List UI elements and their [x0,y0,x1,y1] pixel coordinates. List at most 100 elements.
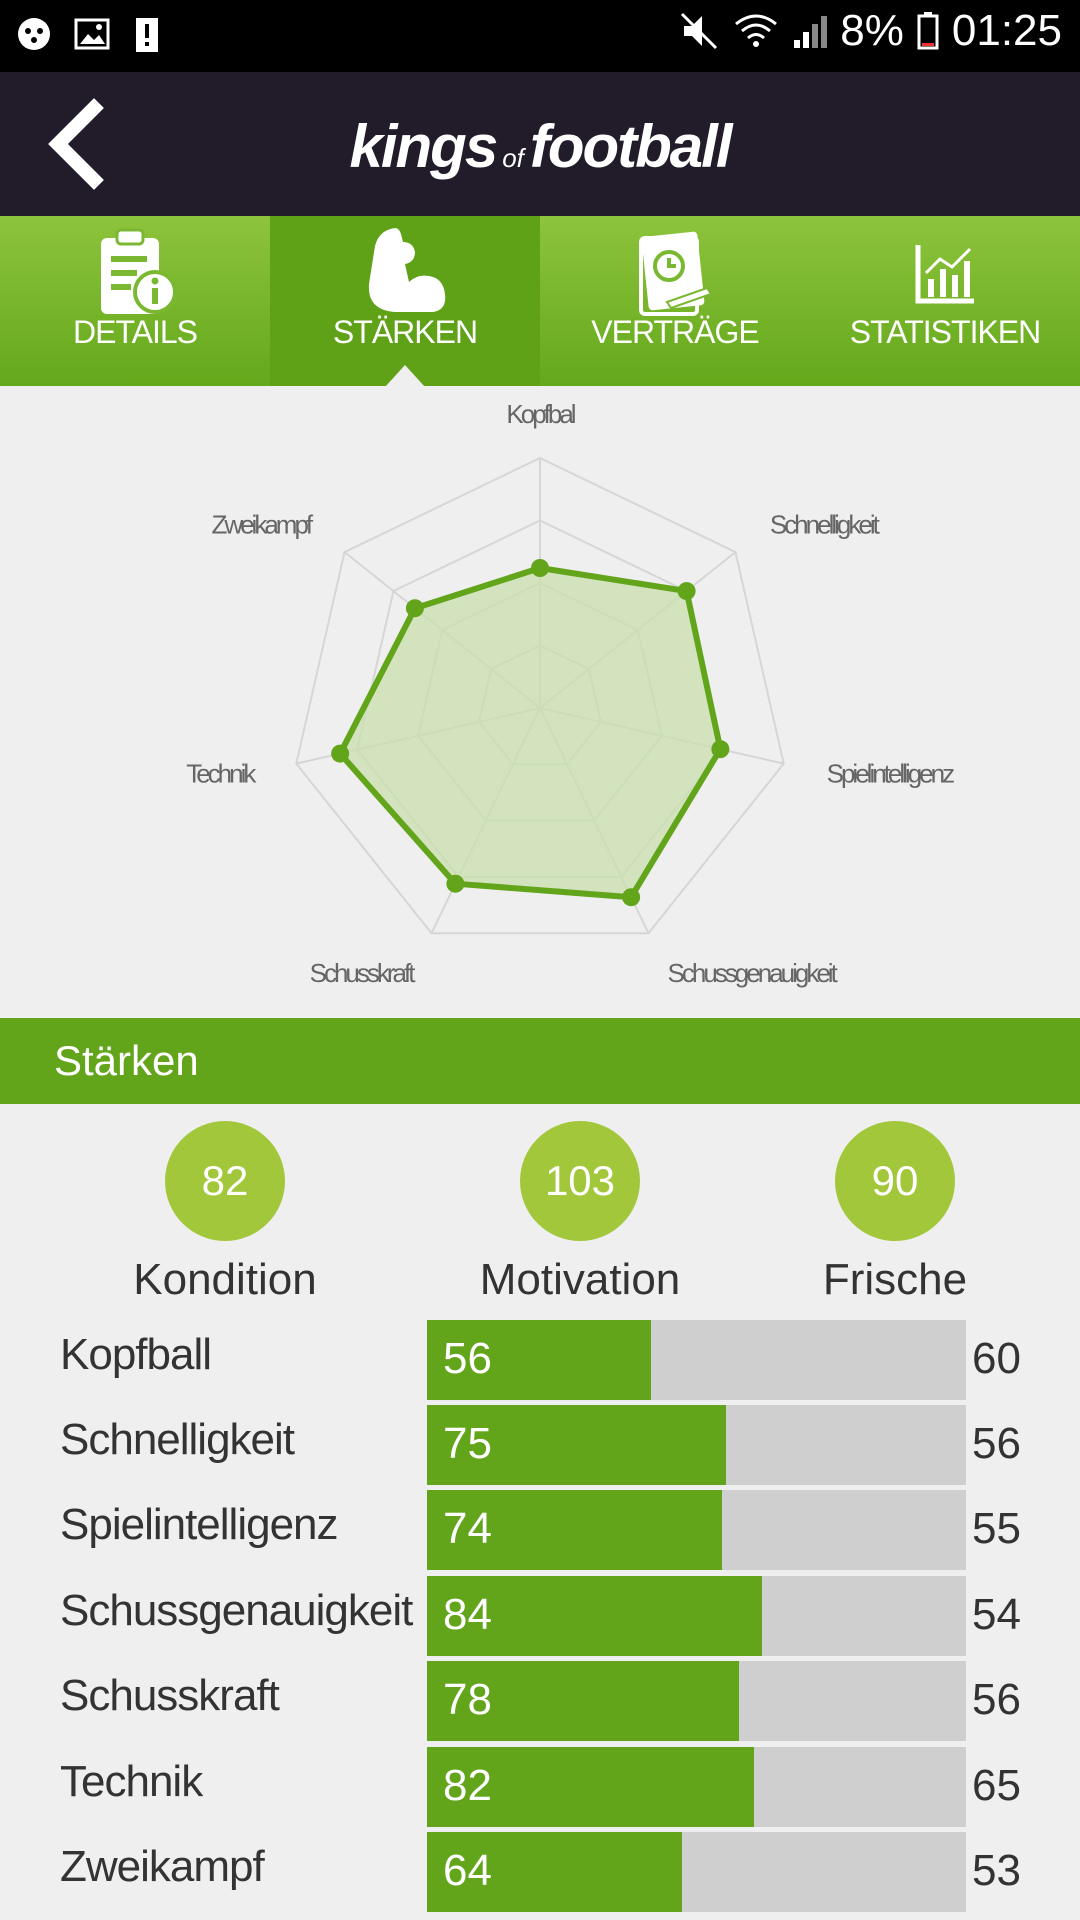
stat-value: 82 [443,1761,492,1810]
stat-value: 78 [443,1675,492,1724]
stat-bar-track: 74 [427,1490,966,1570]
app-bar: kings of football [0,72,1080,216]
brand-of: of [502,143,524,173]
radar-data-point [405,599,424,618]
battery-percent: 8% [840,6,904,55]
stat-row-schussgenauigkeit: Schussgenauigkeit 84 54 [0,1576,1080,1656]
alert-icon [136,18,158,52]
stat-bar-track: 75 [427,1405,966,1485]
tab-statistiken[interactable]: STATISTIKEN [810,216,1080,386]
stat-row-schnelligkeit: Schnelligkeit 75 56 [0,1405,1080,1485]
radar-data-point [622,888,641,907]
status-left [14,14,164,54]
radar-axis-label: Schusskraft [310,958,417,988]
stat-bar-track: 78 [427,1661,966,1741]
stat-row-schusskraft: Schusskraft 78 56 [0,1661,1080,1741]
motivation-label: Motivation [479,1255,681,1304]
stat-row-kopfball: Kopfball 56 60 [0,1320,1080,1400]
section-title: Stärken [54,1037,199,1084]
active-tab-indicator [385,365,425,387]
stat-name: Schnelligkeit [60,1415,295,1464]
stat-potential: 53 [972,1846,1021,1895]
stat-bar-fill [427,1747,755,1827]
kondition-badge: 82 [165,1121,285,1241]
motivation-badge: 103 [520,1121,640,1241]
stat-value: 75 [443,1419,492,1468]
stat-potential: 65 [972,1761,1021,1810]
radar-axis-label: Spielintelligenz [827,758,954,788]
radar-axis-label: Zweikampf [211,510,313,540]
mute-icon [681,12,718,50]
muscle-icon [368,228,446,312]
stat-potential: 55 [972,1504,1021,1553]
frische-badge: 90 [835,1121,955,1241]
radar-grid-ring [295,456,785,935]
tab-details[interactable]: DETAILS [0,216,270,386]
image-icon [74,18,110,50]
radar-data-point [711,740,730,759]
back-button[interactable] [40,96,110,192]
stat-name: Schussgenauigkeit [60,1586,413,1635]
stat-bar-fill [427,1490,723,1570]
stat-bar-fill [427,1661,739,1741]
stat-potential: 56 [972,1675,1021,1724]
tab-staerken[interactable]: STÄRKEN [270,216,540,387]
battery-icon [917,12,939,50]
tab-details-label: DETAILS [73,314,198,350]
kondition-label: Kondition [133,1255,317,1304]
radar-axis-label: Kopfbal [506,399,575,429]
stat-bar-track: 56 [427,1320,966,1400]
stat-bar-track: 82 [427,1747,966,1827]
status-right: 8% 01:25 [678,6,1062,56]
stat-bar-track: 64 [427,1832,966,1912]
stat-bar-track: 84 [427,1576,966,1656]
radar-chart: Kopfbal Schnelligkeit Spielintelligenz Schu… [186,399,957,988]
radar-data-point [677,582,696,601]
stat-name: Spielintelligenz [60,1500,339,1549]
stat-potential: 56 [972,1419,1021,1468]
stat-bar-fill [427,1832,683,1912]
stat-bar-fill [427,1320,651,1400]
tab-staerken-label: STÄRKEN [332,314,478,350]
stat-row-zweikampf: Zweikampf 64 53 [0,1832,1080,1912]
radar-series-area [337,565,724,901]
signal-icon [794,16,828,48]
stat-value: 84 [443,1590,492,1639]
stat-value: 56 [443,1334,492,1383]
radar-axis-label: Technik [186,758,257,788]
stat-value: 74 [443,1504,492,1553]
section-header: Stärken [0,1018,1080,1104]
clock: 01:25 [951,6,1062,55]
tab-vertraege-label: VERTRÄGE [591,314,759,350]
stat-row-spielintelligenz: Spielintelligenz 74 55 [0,1490,1080,1570]
stat-row-technik: Technik 82 65 [0,1747,1080,1827]
brand-football: football [529,113,733,180]
frische-label: Frische [822,1255,968,1304]
stat-value: 64 [443,1846,492,1895]
tab-bar: DETAILS STÄRKEN VERTRÄGE STATISTIKEN [0,216,1080,387]
tab-vertraege[interactable]: VERTRÄGE [540,216,810,386]
tab-statistiken-label: STATISTIKEN [849,314,1042,350]
game-icon [18,18,50,50]
contract-icon [639,231,713,316]
stat-potential: 54 [972,1590,1021,1639]
details-icon [101,228,177,314]
stat-name: Zweikampf [60,1842,265,1891]
stat-bar-fill [427,1405,727,1485]
brand-kings: kings [349,113,498,180]
app-logo: kings of football [0,112,1080,181]
stat-name: Kopfball [60,1330,212,1379]
radar-axis-label: Schussgenauigkeit [668,958,839,988]
radar-data-point [446,874,465,893]
radar-data-point [531,559,549,577]
stat-bar-fill [427,1576,763,1656]
status-bar: 8% 01:25 [0,0,1080,72]
chevron-left-icon [48,98,104,190]
radar-axis-label: Schnelligkeit [770,510,881,540]
stat-potential: 60 [972,1334,1021,1383]
chart-icon [915,245,974,304]
stat-name: Schusskraft [60,1671,280,1720]
stat-name: Technik [60,1757,203,1806]
wifi-icon [735,14,778,47]
radar-data-point [331,744,350,763]
